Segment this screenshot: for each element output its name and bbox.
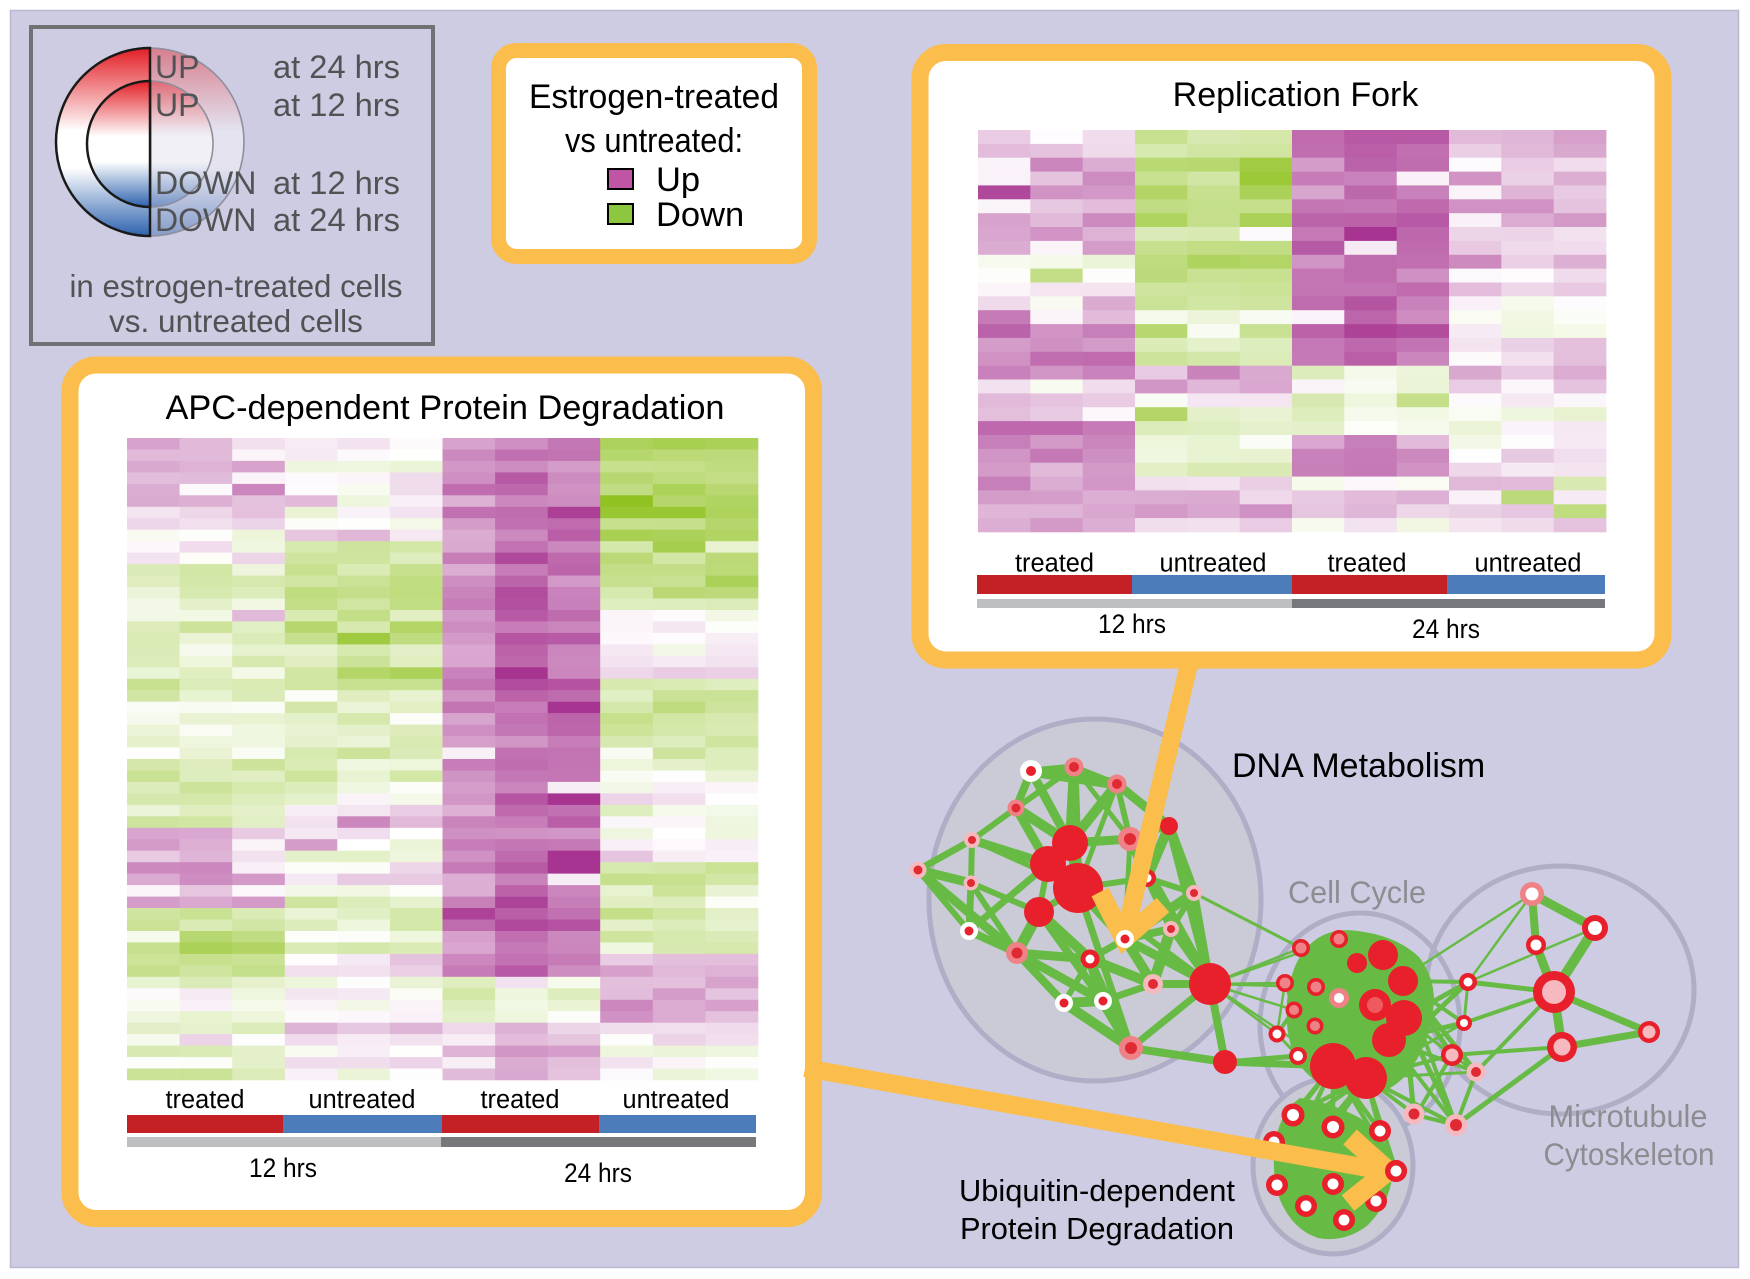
svg-text:untreated: untreated: [1475, 550, 1582, 578]
svg-text:Up: Up: [656, 161, 700, 199]
svg-text:DOWN: DOWN: [155, 165, 256, 201]
svg-text:UP: UP: [155, 87, 199, 123]
svg-text:vs untreated:: vs untreated:: [565, 122, 743, 160]
svg-text:untreated: untreated: [1160, 550, 1267, 578]
svg-text:untreated: untreated: [309, 1086, 416, 1114]
svg-text:vs. untreated cells: vs. untreated cells: [109, 303, 363, 339]
svg-text:DOWN: DOWN: [155, 202, 256, 238]
svg-text:untreated: untreated: [623, 1086, 730, 1114]
svg-text:in estrogen-treated cells: in estrogen-treated cells: [70, 268, 403, 304]
svg-text:DNA Metabolism: DNA Metabolism: [1232, 747, 1485, 785]
svg-text:UP: UP: [155, 49, 199, 85]
svg-text:12 hrs: 12 hrs: [1098, 609, 1166, 639]
svg-text:Ubiquitin-dependent: Ubiquitin-dependent: [959, 1173, 1235, 1208]
svg-text:at 12 hrs: at 12 hrs: [273, 165, 400, 201]
svg-text:Down: Down: [656, 196, 744, 234]
svg-text:24 hrs: 24 hrs: [1412, 614, 1480, 644]
svg-text:Cell Cycle: Cell Cycle: [1288, 874, 1426, 910]
svg-text:Replication Fork: Replication Fork: [1173, 76, 1420, 114]
svg-text:Cytoskeleton: Cytoskeleton: [1544, 1136, 1715, 1172]
svg-text:treated: treated: [166, 1086, 245, 1114]
svg-text:Estrogen-treated: Estrogen-treated: [529, 78, 779, 116]
svg-text:APC-dependent Protein Degradat: APC-dependent Protein Degradation: [166, 389, 725, 427]
svg-text:at 12 hrs: at 12 hrs: [273, 87, 400, 123]
svg-text:treated: treated: [481, 1086, 560, 1114]
svg-text:at 24 hrs: at 24 hrs: [273, 202, 400, 238]
svg-text:Protein Degradation: Protein Degradation: [960, 1211, 1234, 1246]
svg-text:treated: treated: [1015, 550, 1094, 578]
svg-text:treated: treated: [1328, 550, 1407, 578]
svg-text:at 24 hrs: at 24 hrs: [273, 49, 400, 85]
svg-text:Microtubule: Microtubule: [1549, 1098, 1708, 1134]
svg-text:24 hrs: 24 hrs: [564, 1158, 632, 1188]
svg-text:12 hrs: 12 hrs: [249, 1153, 317, 1183]
